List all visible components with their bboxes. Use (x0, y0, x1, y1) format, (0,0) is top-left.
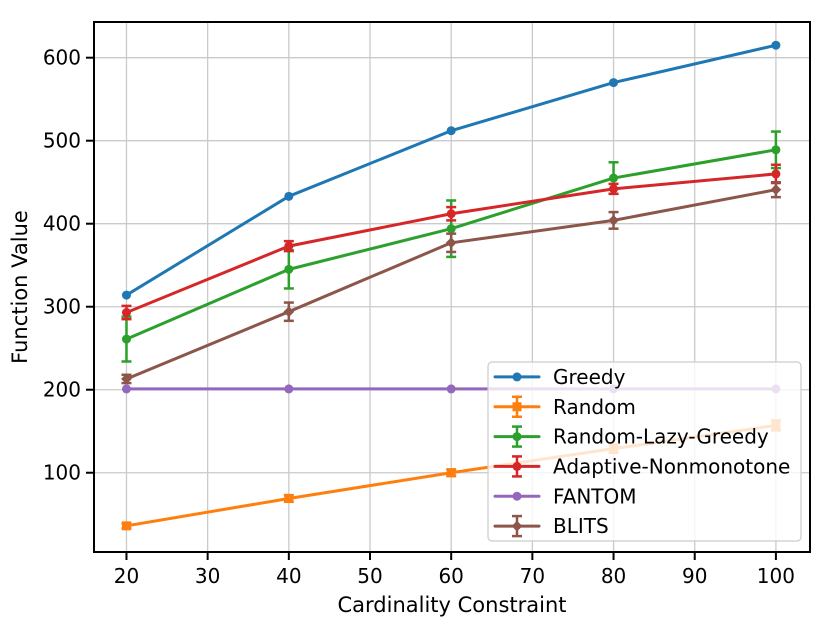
data-point-marker (771, 169, 781, 179)
data-point-marker (121, 290, 131, 300)
data-point-marker (608, 215, 619, 226)
data-point-marker (512, 491, 522, 501)
legend-entry: Random (493, 395, 636, 419)
data-point-marker (121, 308, 131, 318)
data-point-marker (284, 241, 294, 251)
legend-label: FANTOM (553, 484, 637, 508)
series-adaptive-nonmonotone (121, 163, 781, 321)
data-point-marker (512, 461, 522, 471)
legend-label: Random-Lazy-Greedy (553, 425, 769, 449)
legend-label: Greedy (553, 365, 626, 389)
legend-box (487, 361, 802, 542)
y-tick-label: 300 (43, 295, 81, 319)
legend-label: BLITS (553, 514, 609, 538)
series-greedy (121, 40, 781, 300)
data-point-marker (609, 184, 619, 194)
x-tick-label: 90 (682, 564, 707, 588)
legend-entry: Greedy (493, 365, 626, 389)
data-point-marker (283, 306, 295, 318)
data-point-marker (284, 264, 294, 274)
data-point-marker (446, 384, 456, 394)
x-axis-label: Cardinality Constraint (337, 593, 566, 617)
data-point-marker (121, 384, 131, 394)
series-layer (121, 40, 782, 531)
y-tick-label: 200 (43, 378, 81, 402)
data-point-marker (446, 468, 456, 478)
data-point-marker (512, 372, 522, 382)
data-point-marker (284, 384, 294, 394)
legend-label: Random (553, 395, 636, 419)
legend-entry: Adaptive-Nonmonotone (493, 454, 790, 478)
x-tick-label: 50 (357, 564, 382, 588)
data-point-marker (770, 184, 782, 196)
data-point-marker (512, 402, 522, 412)
data-point-marker (511, 520, 523, 532)
data-point-marker (609, 78, 619, 88)
y-axis-label: Function Value (8, 210, 32, 364)
y-tick-label: 600 (43, 46, 81, 70)
data-point-marker (121, 521, 131, 531)
axis-ticks: 20 30 40 50 60 70 80 90 100 100 200 300 400 500 600 (43, 46, 795, 588)
y-tick-label: 500 (43, 129, 81, 153)
x-tick-label: 100 (757, 564, 795, 588)
data-point-marker (121, 334, 131, 344)
legend-entry: Random-Lazy-Greedy (493, 425, 769, 449)
data-point-marker (284, 191, 294, 201)
data-point-marker (771, 40, 781, 50)
x-tick-label: 80 (601, 564, 626, 588)
x-tick-label: 20 (114, 564, 139, 588)
x-tick-label: 40 (276, 564, 301, 588)
data-point-marker (609, 173, 619, 183)
legend: Greedy Random Random-Lazy-Greedy Adaptive-N… (487, 361, 802, 542)
legend-entry: FANTOM (493, 484, 637, 508)
y-tick-label: 400 (43, 212, 81, 236)
x-tick-label: 30 (195, 564, 220, 588)
data-point-marker (446, 209, 456, 219)
x-tick-label: 70 (520, 564, 545, 588)
data-point-marker (771, 145, 781, 155)
data-point-marker (446, 126, 456, 136)
data-point-marker (445, 237, 457, 249)
legend-entry: BLITS (493, 514, 609, 538)
data-point-marker (284, 493, 294, 503)
legend-label: Adaptive-Nonmonotone (553, 454, 790, 478)
data-point-marker (512, 432, 522, 442)
y-tick-label: 100 (43, 461, 81, 485)
data-point-marker (446, 224, 456, 234)
x-tick-label: 60 (438, 564, 463, 588)
series-blits (121, 180, 782, 385)
